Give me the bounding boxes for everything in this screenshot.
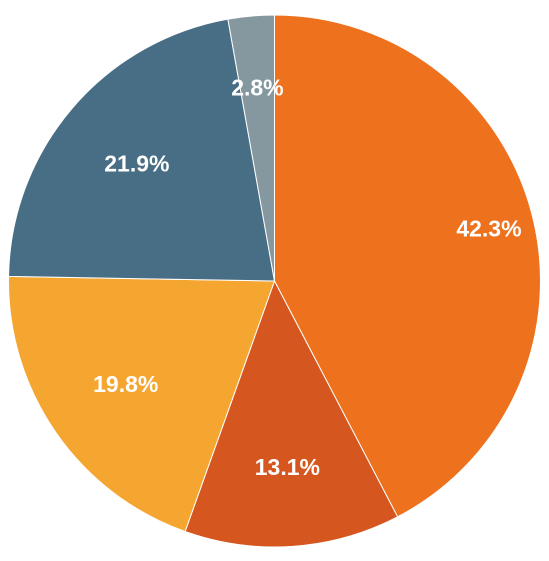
pie-slice-label-0: 42.3%: [456, 215, 521, 241]
pie-slice-3: [8, 18, 276, 282]
pie-slice-label-1: 13.1%: [255, 454, 320, 480]
pie-slice-label-2: 19.8%: [93, 371, 158, 397]
pie-slice-0: [274, 14, 541, 518]
pie-slice-label-4: 2.8%: [231, 75, 283, 101]
pie-slices: [8, 14, 541, 548]
pie-slice-4: [227, 14, 275, 282]
pie-slice-label-3: 21.9%: [104, 151, 169, 177]
pie-slice-2: [8, 275, 276, 533]
pie-data-labels: 42.3% 13.1% 19.8% 21.9% 2.8%: [93, 75, 521, 480]
pie-slice-1: [184, 279, 399, 548]
